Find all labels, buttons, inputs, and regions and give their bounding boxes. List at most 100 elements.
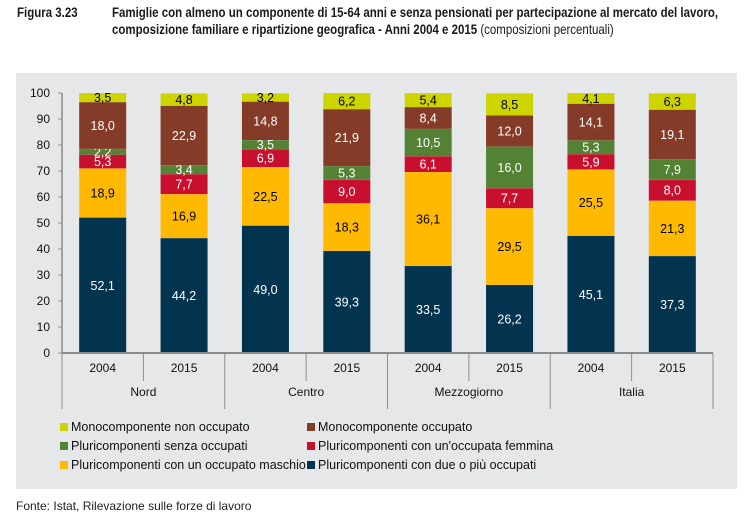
data-label: 26,2 [497, 312, 521, 326]
bar-segment [160, 238, 208, 353]
x-tick-label: 2004 [578, 361, 605, 375]
bar-segment [648, 256, 696, 353]
data-label: 4,8 [175, 93, 192, 107]
legend-label: Monocomponente non occupato [71, 420, 250, 434]
bar-segment [486, 208, 534, 285]
legend-item: Monocomponente non occupato [60, 420, 250, 434]
x-tick-label: 2004 [415, 361, 442, 375]
bar-segment [160, 174, 208, 195]
bar-segment [323, 179, 371, 204]
data-label: 22,9 [172, 129, 196, 143]
data-label: 21,3 [660, 222, 684, 236]
bar-segment [241, 225, 289, 353]
y-tick-label: 30 [37, 268, 51, 282]
figure-title-main: Famiglie con almeno un componente di 15-… [112, 4, 719, 37]
bar-segment [648, 109, 696, 160]
x-group-label: Centro [288, 385, 324, 399]
bar-segment [79, 168, 127, 218]
legend-label: Monocomponente occupato [318, 420, 473, 434]
legend-label: Pluricomponenti con due o più occupati [318, 458, 537, 472]
bar-segment [79, 93, 127, 103]
data-label: 5,4 [419, 94, 436, 108]
bar-segment [160, 93, 208, 106]
source-note: Fonte: Istat, Rilevazione sulle forze di… [16, 499, 252, 513]
legend-item: Pluricomponenti senza occupati [60, 439, 248, 453]
bar-segment [486, 115, 534, 147]
bar-segment [648, 200, 696, 257]
data-label: 33,5 [416, 303, 440, 317]
data-label: 3,5 [257, 138, 274, 152]
legend-swatch [307, 423, 315, 431]
data-label: 16,0 [497, 161, 521, 175]
legend-item: Pluricomponenti con un occupato maschio [60, 458, 306, 472]
data-label: 49,0 [253, 283, 277, 297]
bar-segment [567, 140, 615, 155]
data-label: 5,9 [582, 155, 599, 169]
bar-segment [486, 284, 534, 353]
bar-segment [160, 165, 208, 175]
bar-segment [567, 235, 615, 353]
bar-segment [404, 265, 452, 353]
x-group-label: Mezzogiorno [435, 385, 504, 399]
y-tick-label: 10 [37, 320, 51, 334]
bar-segment [648, 159, 696, 180]
x-tick-label: 2004 [252, 361, 279, 375]
bar-segment [323, 109, 371, 167]
data-label: 10,5 [416, 136, 440, 150]
bar-segment [567, 169, 615, 236]
bar-segment [648, 179, 696, 201]
x-tick-label: 2015 [659, 361, 686, 375]
x-tick-label: 2004 [89, 361, 116, 375]
data-label: 18,9 [91, 186, 115, 200]
x-group-label: Italia [619, 385, 645, 399]
bar-segment [486, 146, 534, 189]
bar-segment [323, 166, 371, 180]
y-tick-label: 60 [37, 190, 51, 204]
data-label: 29,5 [497, 240, 521, 254]
data-label: 5,3 [338, 166, 355, 180]
data-label: 36,1 [416, 212, 440, 226]
stacked-bar-chart: 010203040506070809010052,118,95,32,218,0… [30, 86, 714, 409]
data-label: 4,1 [582, 92, 599, 106]
data-label: 8,5 [501, 98, 518, 112]
bar-segment [404, 107, 452, 129]
data-label: 3,5 [94, 91, 111, 105]
bar-segment [241, 93, 289, 102]
data-label: 18,3 [335, 221, 359, 235]
figure-label: Figura 3.23 [17, 4, 78, 20]
legend-swatch [307, 442, 315, 450]
data-label: 18,0 [91, 119, 115, 133]
data-label: 8,4 [419, 111, 436, 125]
data-label: 7,7 [501, 192, 518, 206]
legend-item: Pluricomponenti con un'occupata femmina [307, 439, 553, 453]
data-label: 7,7 [175, 178, 192, 192]
bar-segment [323, 93, 371, 110]
data-label: 39,3 [335, 295, 359, 309]
bar-segment [241, 167, 289, 226]
data-label: 19,1 [660, 128, 684, 142]
bar-segment [160, 105, 208, 166]
y-tick-label: 50 [37, 216, 51, 230]
data-label: 7,9 [664, 163, 681, 177]
data-label: 9,0 [338, 185, 355, 199]
data-label: 25,5 [579, 196, 603, 210]
bar-segment [404, 128, 452, 157]
legend-item: Pluricomponenti con due o più occupati [307, 458, 536, 472]
bar-segment [648, 93, 696, 110]
legend-swatch [60, 442, 68, 450]
y-tick-label: 80 [37, 138, 51, 152]
bar-segment [486, 188, 534, 209]
data-label: 52,1 [91, 279, 115, 293]
y-tick-label: 0 [43, 346, 50, 360]
bar-segment [79, 154, 127, 169]
data-label: 5,3 [582, 141, 599, 155]
x-tick-label: 2015 [171, 361, 198, 375]
bar-segment [79, 102, 127, 149]
legend-swatch [60, 423, 68, 431]
data-label: 6,1 [419, 158, 436, 172]
bar-segment [486, 93, 534, 116]
bar-segment [567, 93, 615, 104]
y-tick-label: 90 [37, 112, 51, 126]
bar-segment [567, 154, 615, 170]
bar-segment [404, 93, 452, 108]
